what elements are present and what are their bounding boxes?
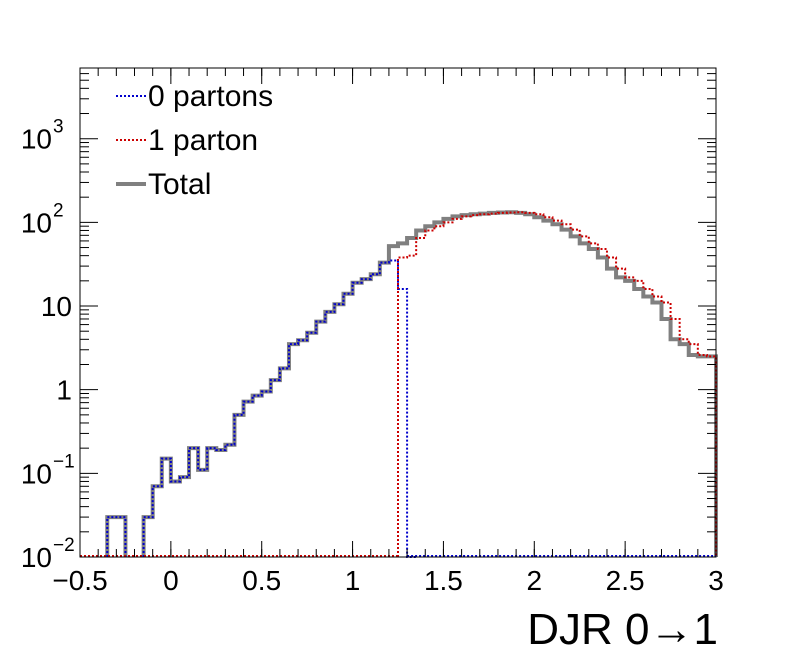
y-tick-label: 10 (21, 207, 52, 238)
y-tick-exponent: −2 (53, 535, 75, 556)
y-tick-exponent: 2 (53, 200, 64, 221)
y-tick-label: 10 (21, 124, 52, 155)
legend: 0 partons 1 parton Total (116, 80, 273, 201)
x-axis-title: DJR 0→1 (527, 605, 718, 654)
x-tick-label: 3 (708, 565, 724, 596)
y-tick-label: 10 (41, 291, 72, 322)
y-tick-label: 10 (21, 542, 52, 573)
y-tick-label: 10 (21, 458, 52, 489)
x-tick-label: 1.5 (424, 565, 463, 596)
x-tick-label: 0.5 (242, 565, 281, 596)
legend-label-0-partons: 0 partons (148, 80, 273, 113)
legend-label-total: Total (148, 168, 211, 201)
x-tick-label: 2.5 (606, 565, 645, 596)
series-0-partons-step (106, 259, 417, 558)
x-tick-label: 2 (526, 565, 542, 596)
y-tick-exponent: 3 (53, 117, 64, 138)
y-tick-exponent: −1 (53, 451, 75, 472)
x-tick-label: 0 (163, 565, 179, 596)
x-tick-label: −0.5 (52, 565, 107, 596)
plot-area (80, 210, 718, 558)
x-tick-label: 1 (345, 565, 361, 596)
series-1-parton-step (397, 211, 717, 557)
y-tick-label: 1 (56, 375, 72, 406)
plot-frame (79, 67, 717, 558)
legend-label-1-parton: 1 parton (148, 124, 258, 157)
